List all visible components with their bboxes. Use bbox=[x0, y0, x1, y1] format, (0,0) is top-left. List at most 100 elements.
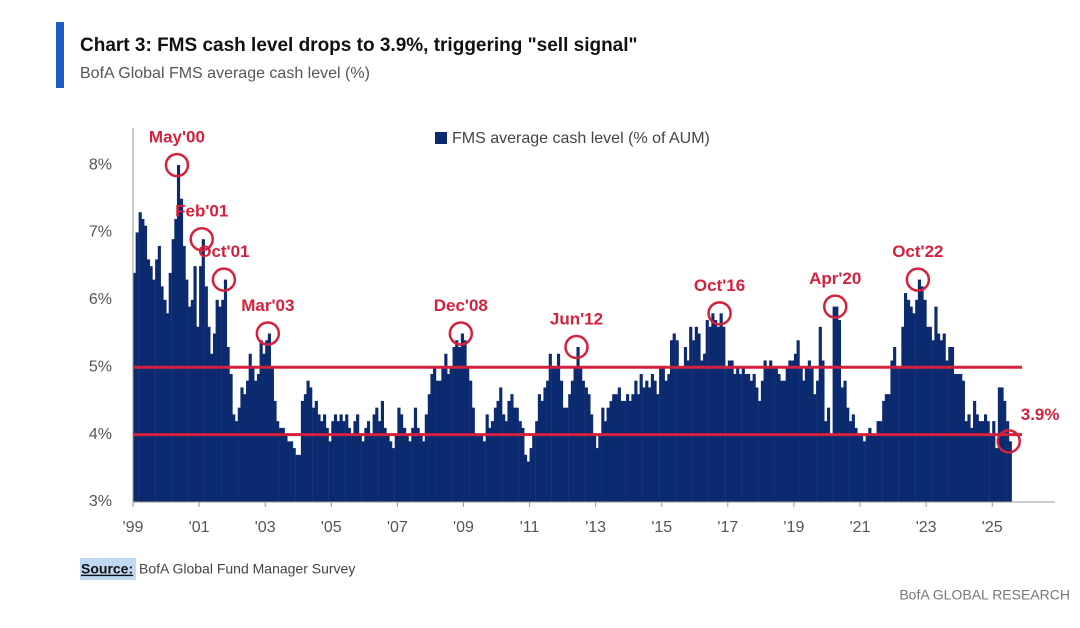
bar bbox=[152, 279, 156, 502]
bar bbox=[675, 340, 679, 502]
bar bbox=[893, 347, 897, 502]
bar bbox=[369, 434, 374, 502]
bar bbox=[174, 218, 178, 503]
bar bbox=[378, 421, 382, 502]
bar bbox=[716, 326, 721, 502]
bar bbox=[267, 333, 271, 502]
bar bbox=[523, 454, 528, 502]
bar bbox=[529, 448, 533, 502]
bar bbox=[438, 380, 442, 502]
bar bbox=[276, 421, 280, 502]
bar bbox=[209, 353, 214, 502]
bar bbox=[182, 245, 186, 503]
bar bbox=[989, 434, 993, 502]
annotation-label: Jun'12 bbox=[550, 309, 603, 328]
bar bbox=[292, 448, 296, 502]
bar bbox=[672, 333, 676, 502]
bar bbox=[639, 373, 643, 502]
bar bbox=[719, 313, 723, 502]
bar bbox=[973, 400, 977, 502]
bar bbox=[199, 266, 203, 502]
bar bbox=[903, 293, 908, 502]
title-accent bbox=[56, 22, 64, 88]
bar bbox=[243, 394, 247, 502]
bar bbox=[350, 434, 354, 502]
bar bbox=[254, 380, 258, 502]
bar bbox=[320, 421, 324, 502]
bar bbox=[948, 347, 952, 502]
bar bbox=[620, 400, 624, 502]
bar bbox=[890, 360, 894, 502]
bar bbox=[234, 421, 238, 502]
bar bbox=[457, 347, 462, 502]
bar bbox=[920, 286, 924, 502]
bar bbox=[226, 347, 230, 502]
legend-label: FMS average cash level (% of AUM) bbox=[452, 130, 710, 147]
bar bbox=[537, 394, 541, 502]
bar bbox=[281, 427, 285, 502]
bar bbox=[358, 434, 362, 502]
bar bbox=[656, 394, 660, 502]
chart-subtitle: BofA Global FMS average cash level (%) bbox=[80, 65, 370, 82]
bar bbox=[617, 387, 621, 502]
annotation-circle bbox=[564, 334, 589, 360]
bar bbox=[273, 400, 277, 502]
bar bbox=[394, 434, 398, 502]
bar bbox=[942, 333, 946, 502]
bar bbox=[298, 454, 302, 502]
bar bbox=[970, 427, 974, 502]
bar bbox=[556, 353, 561, 502]
bar bbox=[212, 333, 217, 502]
x-tick-label: '11 bbox=[520, 519, 540, 536]
bar bbox=[446, 373, 451, 502]
bar bbox=[584, 387, 588, 502]
bar bbox=[870, 434, 875, 502]
bar bbox=[689, 326, 693, 502]
x-tick-label: '01 bbox=[189, 519, 210, 536]
annotation-label: Mar'03 bbox=[241, 296, 294, 315]
bar bbox=[917, 279, 922, 502]
bar bbox=[978, 421, 982, 502]
bar bbox=[570, 380, 575, 502]
bar bbox=[849, 421, 853, 502]
bar bbox=[959, 373, 963, 502]
annotation-label: Oct'01 bbox=[198, 242, 249, 261]
bar bbox=[535, 421, 539, 502]
x-tick-label: '17 bbox=[717, 519, 738, 536]
bar bbox=[912, 313, 916, 502]
bar bbox=[229, 373, 233, 502]
bar bbox=[485, 414, 489, 502]
source-highlight bbox=[80, 558, 136, 580]
bar bbox=[700, 360, 704, 502]
bar bbox=[493, 407, 498, 502]
annotation-circle bbox=[448, 321, 474, 346]
bar bbox=[837, 320, 842, 502]
bar bbox=[931, 340, 935, 502]
annotation-label: Feb'01 bbox=[175, 202, 228, 221]
bar bbox=[873, 434, 878, 502]
bar bbox=[141, 218, 145, 503]
bar bbox=[705, 320, 709, 502]
bar bbox=[683, 347, 688, 502]
bar bbox=[190, 299, 194, 502]
bar bbox=[623, 400, 627, 502]
bar bbox=[752, 373, 756, 502]
bar bbox=[347, 427, 351, 502]
bar bbox=[628, 400, 632, 502]
bar bbox=[386, 434, 390, 502]
x-tick-label: '09 bbox=[453, 519, 474, 536]
bar bbox=[802, 380, 806, 502]
bar bbox=[215, 299, 219, 502]
bar bbox=[1008, 441, 1012, 502]
bar bbox=[653, 380, 657, 502]
bar bbox=[783, 380, 787, 502]
bar bbox=[155, 259, 159, 502]
bar bbox=[939, 340, 944, 502]
bar bbox=[419, 434, 423, 502]
bar bbox=[983, 414, 988, 502]
annotation-label: Oct'22 bbox=[892, 242, 943, 261]
annotation-circle bbox=[996, 429, 1021, 454]
bar bbox=[950, 347, 955, 502]
annotation-circle bbox=[211, 267, 237, 292]
